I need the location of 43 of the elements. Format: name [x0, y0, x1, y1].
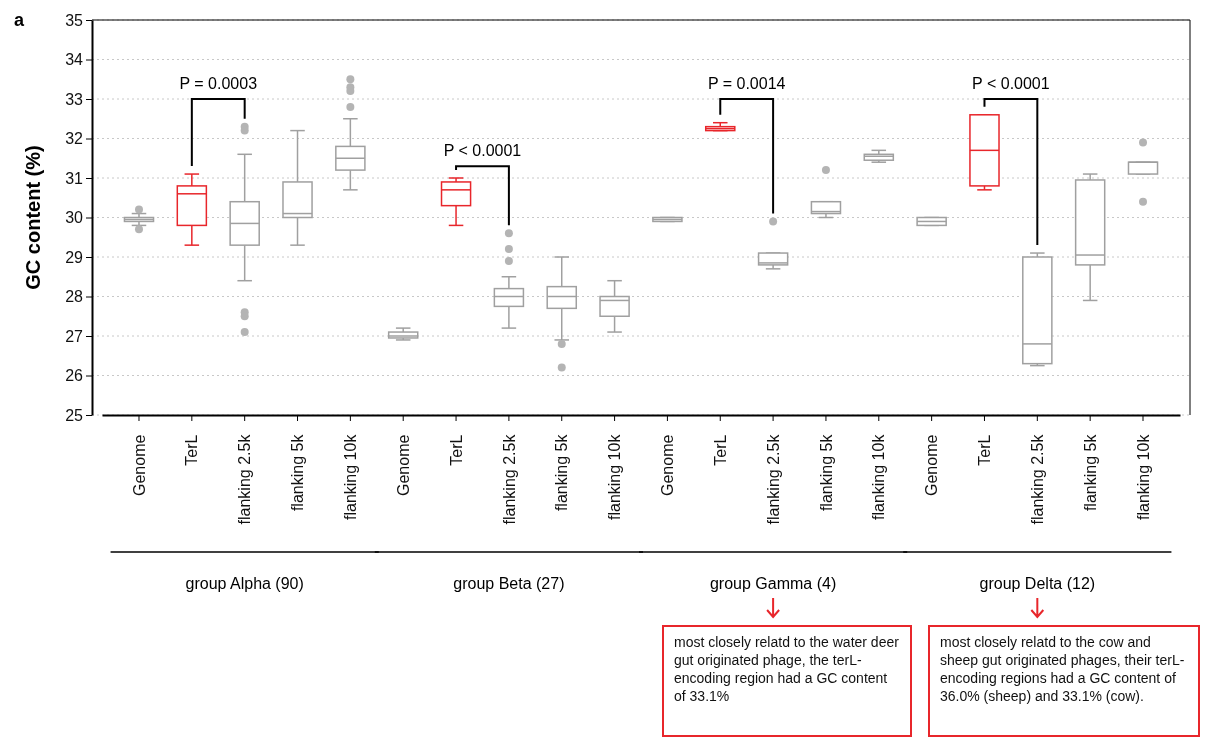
text: group Beta (27): [453, 575, 565, 592]
y-tick-label: 26: [65, 367, 84, 385]
x-tick-label: flanking 5k: [817, 433, 835, 512]
x-tick-label: Genome: [130, 434, 148, 496]
y-tick-label: 29: [65, 248, 84, 266]
x-tick-label: flanking 2.5k: [236, 433, 254, 525]
y-tick-label: 28: [65, 288, 84, 306]
chart-title: a: [14, 10, 25, 30]
x-tick-label: Genome: [923, 434, 941, 496]
text: most closely relatd to the cow and sheep gut originated phages, their terL-encoding regions had a GC content of 36.0% (sheep) and 33.1% (cow).: [928, 625, 1200, 737]
text: group Delta (12): [979, 575, 1096, 592]
text: most closely relatd to the water deer gut originated phage, the terL-encoding region had a GC content of 33.1%: [662, 625, 912, 737]
x-tick-label: TerL: [183, 434, 201, 466]
annotation: P < 0.0001: [443, 142, 522, 160]
x-tick-label: Genome: [659, 434, 677, 496]
x-tick-label: flanking 10k: [606, 433, 624, 520]
x-tick-label: flanking 2.5k: [1028, 433, 1046, 525]
x-tick-label: flanking 10k: [1134, 433, 1152, 520]
annotation: P = 0.0003: [179, 75, 258, 92]
x-tick-label: TerL: [976, 434, 994, 466]
x-tick-label: TerL: [711, 434, 729, 466]
y-tick-label: 30: [65, 209, 84, 227]
x-tick-label: Genome: [394, 434, 412, 496]
y-tick-label: 34: [65, 51, 84, 69]
y-tick-label: 25: [65, 406, 84, 424]
x-tick-label: flanking 5k: [1081, 433, 1099, 512]
x-tick-label: flanking 10k: [341, 433, 359, 520]
x-tick-label: flanking 2.5k: [500, 433, 518, 525]
text: group Gamma (4): [709, 575, 837, 592]
text: group Alpha (90): [185, 575, 304, 592]
annotation: P = 0.0014: [707, 75, 786, 92]
y-tick-label: 27: [65, 327, 84, 345]
y-tick-label: 33: [65, 90, 84, 108]
x-tick-label: flanking 10k: [870, 433, 888, 520]
x-tick-label: flanking 2.5k: [764, 433, 782, 525]
y-tick-label: 32: [65, 130, 84, 148]
y-tick-label: 31: [65, 169, 84, 187]
y-axis-title: GC content (%): [22, 145, 44, 290]
x-tick-label: flanking 5k: [553, 433, 571, 512]
y-tick-label: 35: [65, 11, 84, 29]
annotation: P < 0.0001: [972, 75, 1050, 92]
x-tick-label: flanking 5k: [289, 433, 307, 512]
x-tick-label: TerL: [447, 434, 465, 466]
